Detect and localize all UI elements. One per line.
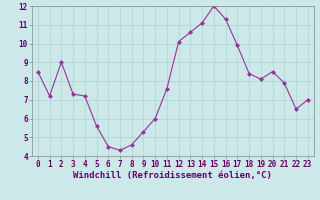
X-axis label: Windchill (Refroidissement éolien,°C): Windchill (Refroidissement éolien,°C) [73, 171, 272, 180]
